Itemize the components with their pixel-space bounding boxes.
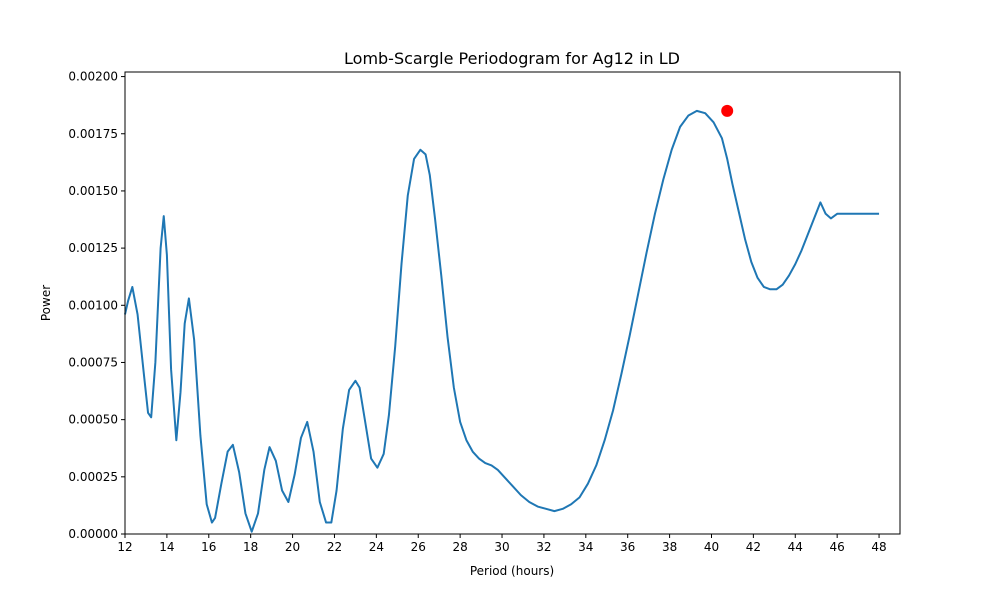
x-tick-label: 40: [704, 540, 719, 554]
x-tick-label: 14: [159, 540, 174, 554]
x-tick-label: 28: [452, 540, 467, 554]
chart-title: Lomb-Scargle Periodogram for Ag12 in LD: [344, 49, 680, 68]
plot-area: [124, 71, 901, 535]
y-tick-label: 0.00125: [68, 241, 118, 255]
x-tick-label: 38: [662, 540, 677, 554]
x-tick-label: 20: [285, 540, 300, 554]
x-tick-label: 16: [201, 540, 216, 554]
y-tick-label: 0.00000: [68, 527, 118, 541]
x-tick-label: 26: [411, 540, 426, 554]
axes-frame: [124, 71, 901, 535]
series-line-power: [124, 109, 880, 533]
x-axis-label: Period (hours): [470, 564, 554, 578]
y-tick-label: 0.00025: [68, 470, 118, 484]
y-axis: 0.00000 0.00025 0.00050 0.00075 0.00100 0.001…: [68, 70, 125, 541]
x-tick-label: 46: [830, 540, 845, 554]
x-tick-label: 34: [578, 540, 593, 554]
y-tick-label: 0.00100: [68, 298, 118, 312]
y-tick-label: 0.00200: [68, 70, 118, 84]
x-axis: 12 14 16 18 20 22 24 26 28 30 32 34 36 38 40 42 44 46 48: [117, 534, 887, 554]
x-tick-label: 42: [746, 540, 761, 554]
x-tick-label: 30: [494, 540, 509, 554]
y-tick-label: 0.00175: [68, 127, 118, 141]
peak-marker: [721, 104, 734, 117]
x-tick-label: 36: [620, 540, 635, 554]
y-tick-label: 0.00050: [68, 413, 118, 427]
x-tick-label: 12: [117, 540, 132, 554]
y-tick-label: 0.00150: [68, 184, 118, 198]
x-tick-label: 44: [788, 540, 803, 554]
x-tick-label: 18: [243, 540, 258, 554]
x-tick-label: 32: [536, 540, 551, 554]
y-axis-label: Power: [39, 285, 53, 321]
x-tick-label: 24: [369, 540, 384, 554]
x-tick-label: 48: [871, 540, 886, 554]
y-tick-label: 0.00075: [68, 355, 118, 369]
x-tick-label: 22: [327, 540, 342, 554]
